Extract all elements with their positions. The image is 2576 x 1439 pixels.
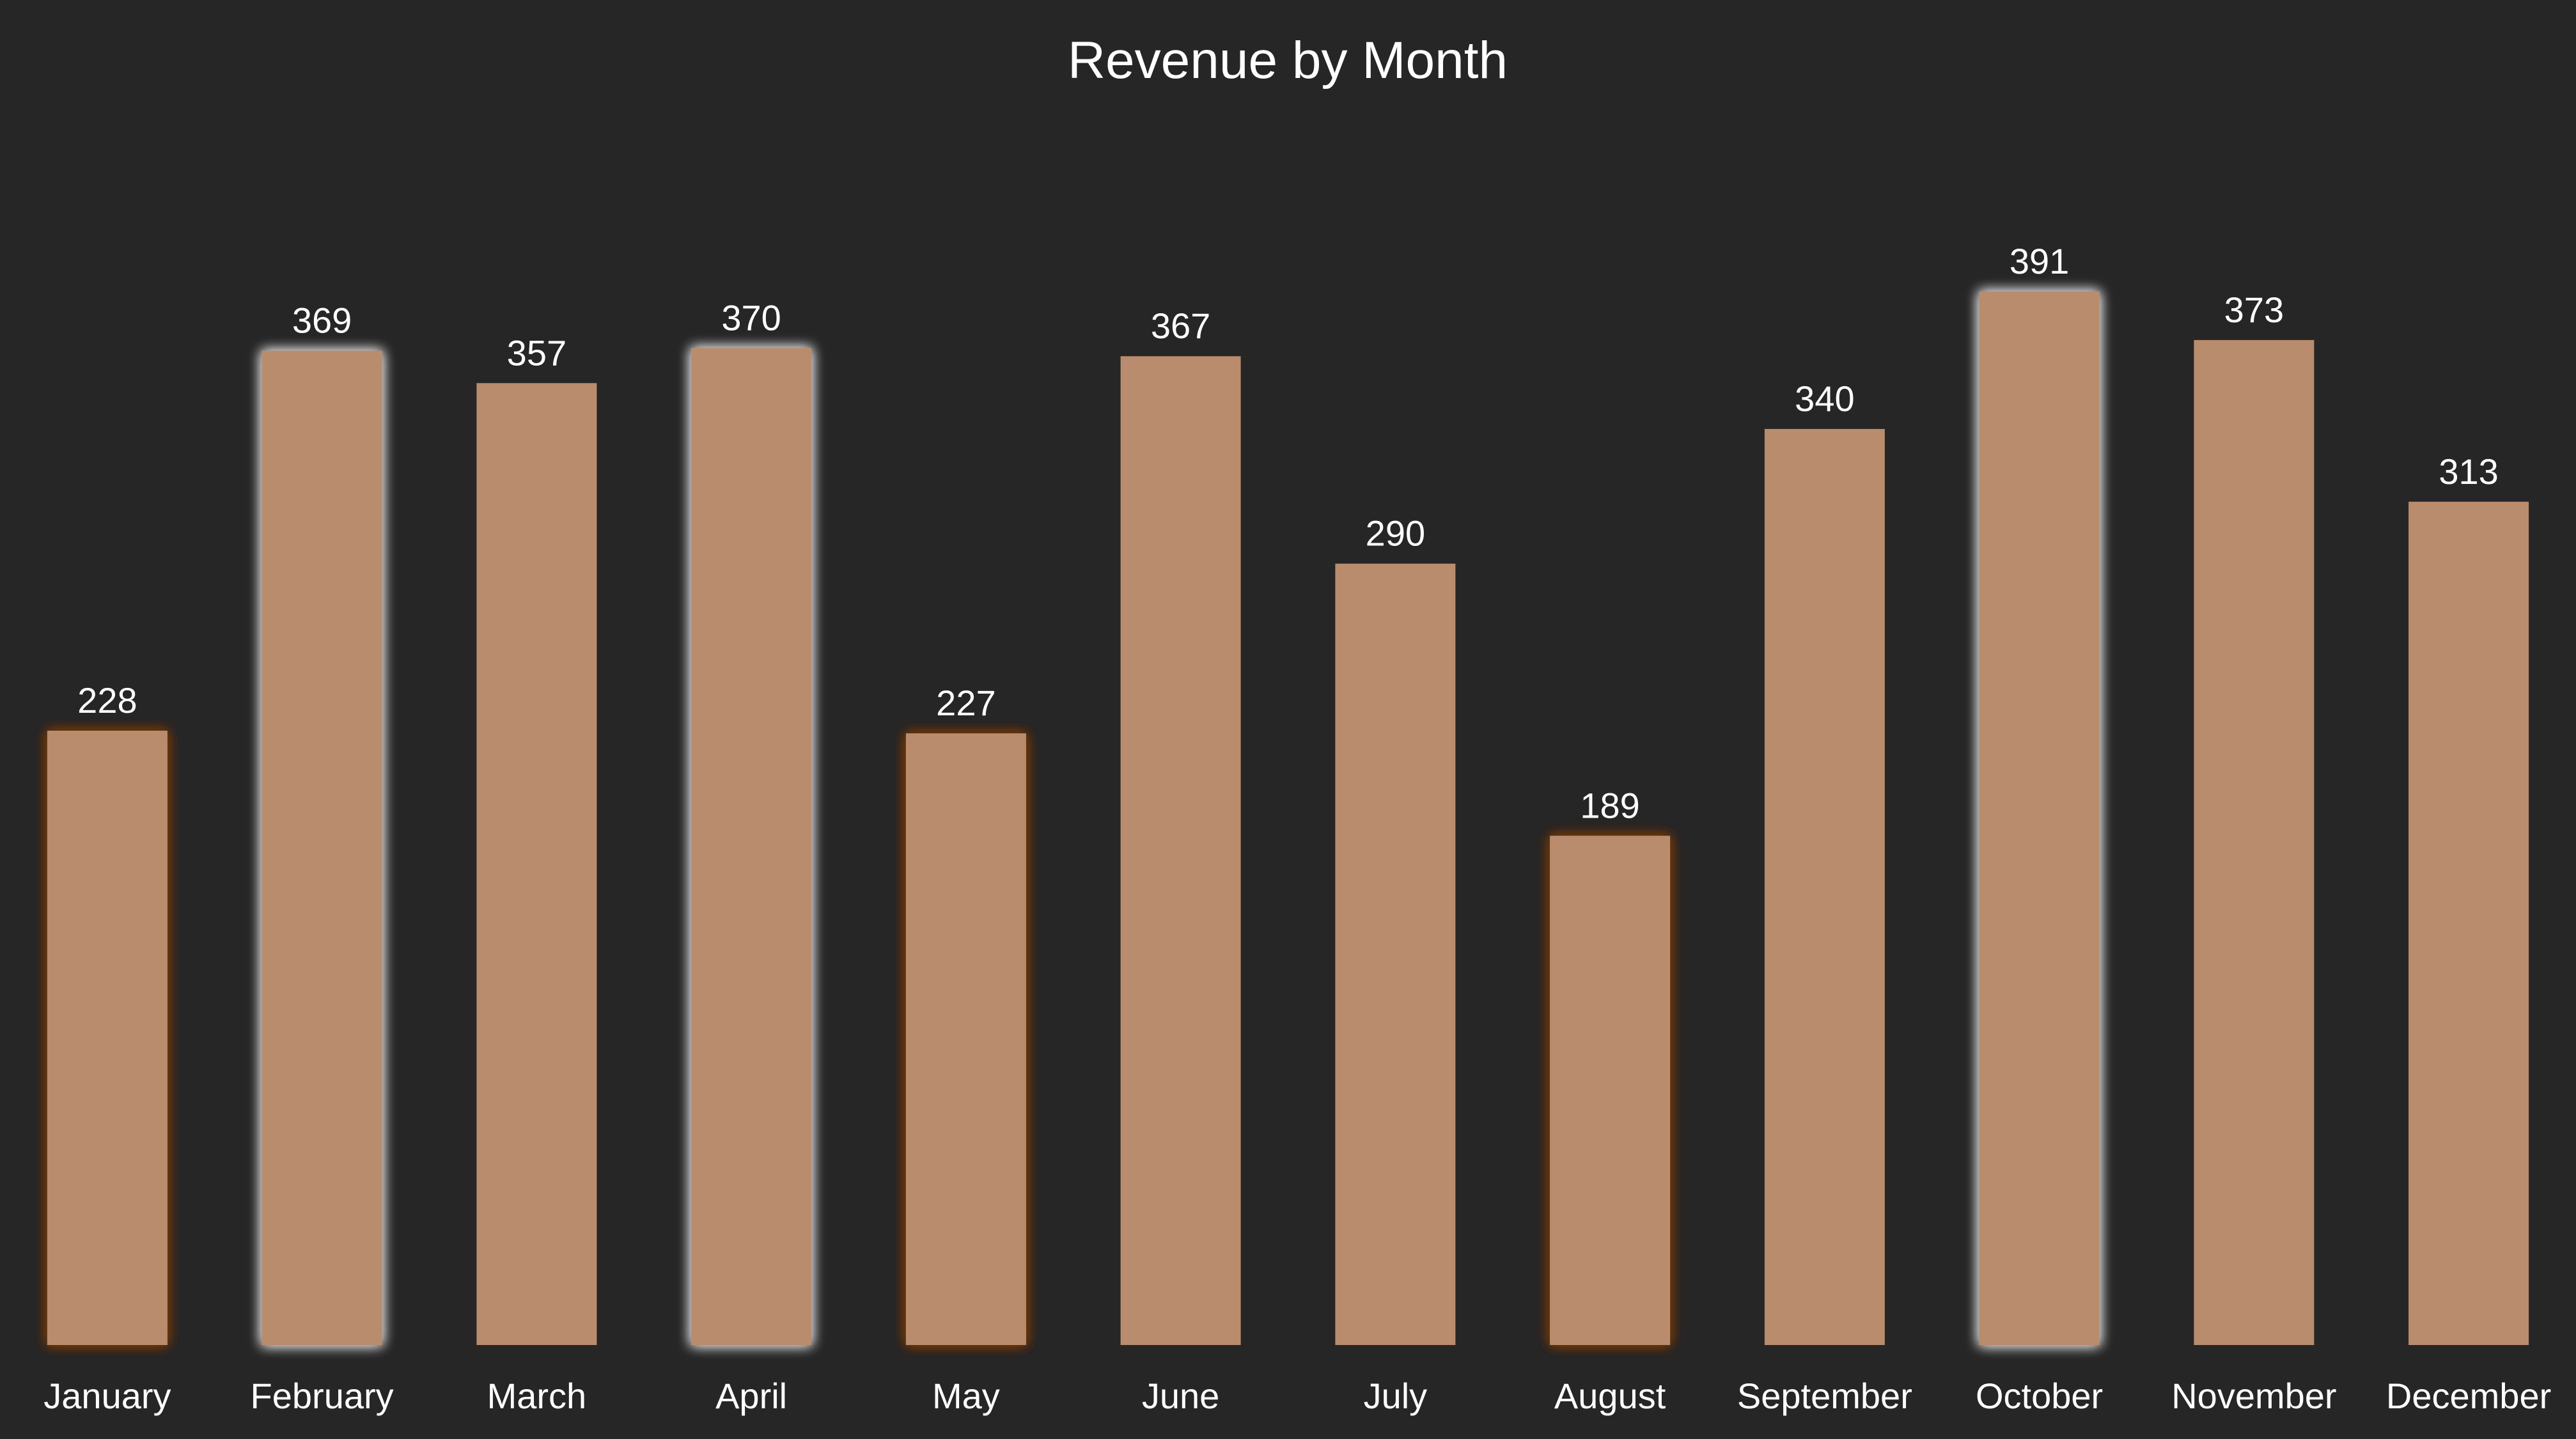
data-label-june: 367: [1151, 306, 1210, 346]
data-label-may: 227: [936, 683, 995, 723]
bar-december: [2408, 501, 2529, 1345]
tick-label-august: August: [1554, 1376, 1666, 1416]
tick-label-october: October: [1976, 1376, 2103, 1416]
bar-september: [1764, 429, 1885, 1345]
bar-may: [905, 733, 1026, 1345]
tick-label-june: June: [1142, 1376, 1219, 1416]
tick-label-may: May: [932, 1376, 1000, 1416]
bar-march: [476, 383, 597, 1345]
data-label-september: 340: [1795, 378, 1854, 419]
data-label-july: 290: [1366, 513, 1425, 554]
data-label-march: 357: [507, 332, 566, 373]
tick-label-march: March: [487, 1376, 587, 1416]
tick-label-december: December: [2386, 1376, 2551, 1416]
tick-label-april: April: [715, 1376, 787, 1416]
tick-label-november: November: [2171, 1376, 2336, 1416]
data-label-february: 369: [292, 300, 352, 341]
data-label-april: 370: [721, 298, 781, 338]
bar-january: [47, 731, 168, 1345]
tick-label-february: February: [251, 1376, 394, 1416]
bar-july: [1335, 563, 1456, 1346]
x-axis-tick-labels: January February March April May June July Augu…: [43, 1376, 2551, 1416]
data-label-january: 228: [77, 680, 137, 720]
data-label-november: 373: [2224, 290, 2284, 330]
bar-august: [1550, 836, 1671, 1345]
data-label-october: 391: [2010, 241, 2069, 281]
bar-june: [1120, 356, 1241, 1346]
bar-november: [2194, 339, 2314, 1345]
bar-february: [262, 350, 382, 1346]
data-labels-group: 228 369 357 370 227 367 290 189 340 391 373 313: [77, 241, 2499, 825]
tick-label-january: January: [43, 1376, 171, 1416]
bar-october: [1979, 292, 2100, 1345]
tick-label-july: July: [1364, 1376, 1428, 1416]
bars-group: [47, 292, 2529, 1346]
bar-april: [691, 348, 812, 1345]
data-label-december: 313: [2439, 451, 2498, 492]
data-label-august: 189: [1580, 785, 1639, 825]
chart-title: Revenue by Month: [1068, 31, 1508, 89]
tick-label-september: September: [1737, 1376, 1912, 1416]
